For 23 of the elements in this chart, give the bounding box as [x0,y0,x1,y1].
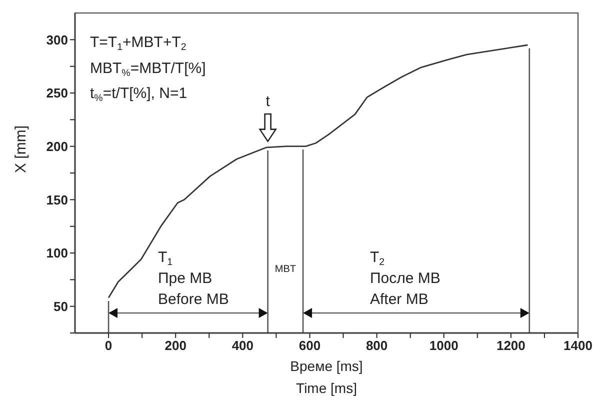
text: Време [ms] Time [ms] [290,358,363,396]
x-tick-label: 1000 [429,338,458,354]
annotation: T=T$_{1}$+MBT+T$_{2}$ [90,34,186,52]
y-tick-label: 50 [54,298,68,314]
annotation: T$_{2}$ После МВ After MB [370,249,440,308]
x-tick-label: 200 [164,338,186,354]
annotation: MBT$_{%}$=MBT/T[%] [90,60,206,78]
x-tick-label: 800 [366,338,388,354]
annotation: MBT [274,264,296,275]
y-tick-label: 250 [46,86,68,101]
x-tick-label: 600 [298,338,321,354]
y-tick-label: 100 [46,246,68,261]
x-tick-label: 1200 [496,338,526,354]
x-tick-label: 1400 [564,338,592,354]
annotation: t [266,93,271,110]
y-axis-title: X [mm] [12,126,30,173]
x-tick-label: 400 [232,338,254,354]
annotation: T$_{1}$ Пре МВ Before MB [158,249,229,308]
y-tick-label: 150 [46,192,68,208]
x-tick-label: 0 [104,338,112,354]
y-tick-label: 300 [46,32,68,48]
annotation: t$_{%}$=t/T[%], N=1 [90,85,188,104]
y-tick-label: 200 [46,138,68,154]
